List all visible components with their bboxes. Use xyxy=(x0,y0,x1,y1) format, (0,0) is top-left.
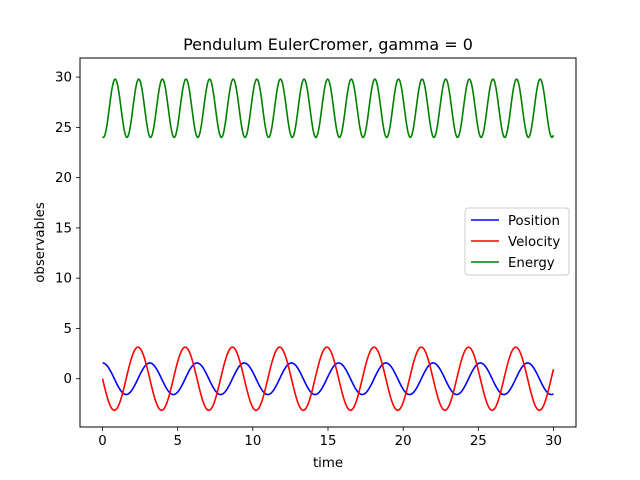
legend-frame xyxy=(464,207,570,276)
series-line-position xyxy=(102,362,554,396)
x-tick-label: 10 xyxy=(244,434,261,449)
y-axis-label: observables xyxy=(33,202,48,283)
series-line-energy xyxy=(101,78,555,139)
y-tick-label: 15 xyxy=(55,221,72,236)
y-tick-label: 0 xyxy=(64,372,72,387)
x-ticks: 0 5 10 15 20 25 30 xyxy=(98,427,562,449)
x-tick-label: 30 xyxy=(545,434,562,449)
y-tick-label: 5 xyxy=(64,322,72,337)
x-tick-label: 25 xyxy=(470,434,487,449)
legend-label-velocity: Velocity xyxy=(508,235,560,250)
legend-label-energy: Energy xyxy=(508,256,555,271)
x-tick-label: 0 xyxy=(98,434,106,449)
series-line-velocity xyxy=(101,346,555,412)
y-ticks: 0 5 10 15 20 25 30 xyxy=(55,71,80,387)
x-tick-label: 15 xyxy=(320,434,337,449)
series-layer xyxy=(101,78,555,412)
x-tick-label: 5 xyxy=(173,434,181,449)
y-tick-label: 20 xyxy=(55,171,72,186)
legend-label-position: Position xyxy=(508,214,560,229)
y-tick-label: 25 xyxy=(55,121,72,136)
y-tick-label: 30 xyxy=(55,71,72,86)
chart-title: Pendulum EulerCromer, gamma = 0 xyxy=(183,35,473,54)
x-axis-label: time xyxy=(313,456,343,471)
y-tick-label: 10 xyxy=(55,272,72,287)
x-tick-label: 20 xyxy=(395,434,412,449)
legend: Position Velocity Energy xyxy=(464,207,570,276)
